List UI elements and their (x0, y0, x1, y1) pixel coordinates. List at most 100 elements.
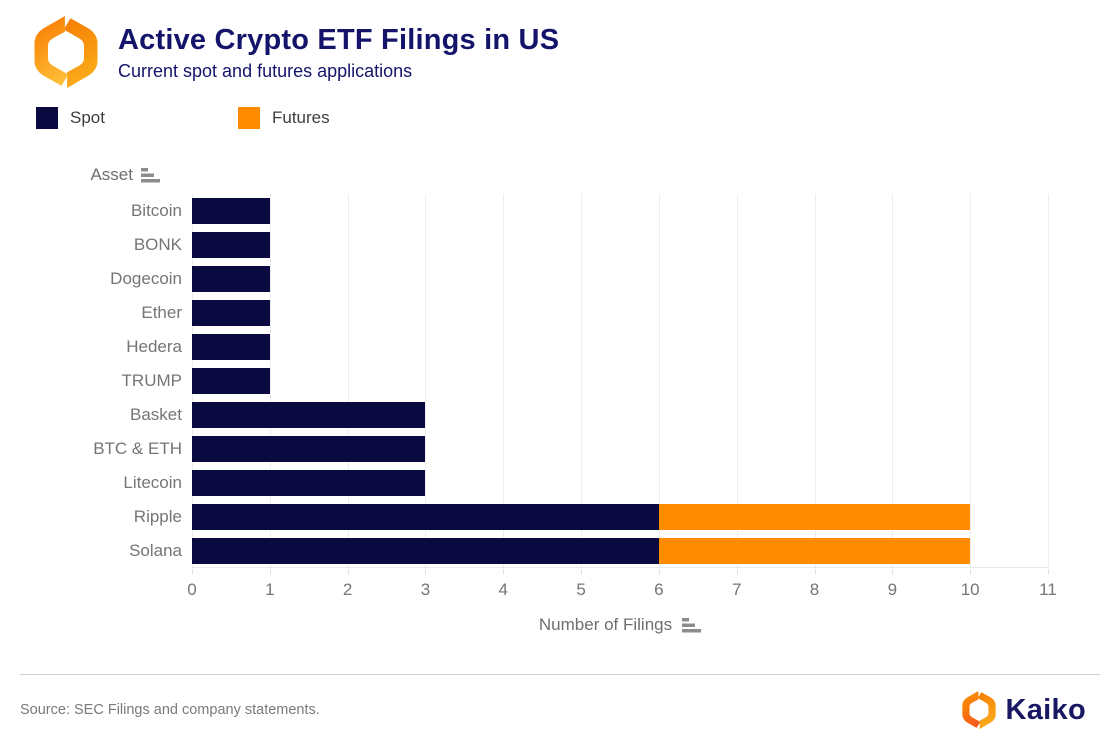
tick-mark (192, 569, 193, 574)
y-axis-label: BONK (133, 235, 182, 254)
tick-mark (425, 569, 427, 574)
x-tick-label: 1 (265, 580, 275, 599)
bar-segment-spot[interactable] (192, 300, 270, 326)
x-tick-label: 4 (498, 580, 508, 599)
chart-row: Dogecoin (0, 262, 1120, 296)
bar-segment-spot[interactable] (192, 402, 426, 428)
y-axis-header: Asset (0, 164, 182, 186)
tick-mark (658, 569, 660, 574)
bar-track (192, 368, 1048, 394)
chart-row: Basket (0, 398, 1120, 432)
kaiko-logo-icon (34, 16, 98, 88)
bar-track (192, 334, 1048, 360)
tick-mark (892, 569, 894, 574)
bar-segment-spot[interactable] (192, 232, 270, 258)
x-tick-label: 5 (576, 580, 586, 599)
sort-bars-icon[interactable] (141, 167, 160, 183)
legend: Spot Futures (36, 106, 1120, 130)
bar-track (192, 232, 1048, 258)
legend-item-futures[interactable]: Futures (237, 107, 330, 129)
x-axis-ticks: 0 1 2 3 4 5 6 7 8 9 10 11 (187, 569, 1057, 600)
x-axis-title: Number of Filings (538, 615, 673, 634)
tick-mark (814, 569, 816, 574)
bar-track (192, 402, 1048, 428)
bar-rows: Bitcoin BONK Dogecoin Ether Hedera TRUMP Baske… (0, 194, 1120, 568)
tick-mark (581, 569, 583, 574)
x-axis-header: Number of Filings (192, 614, 1048, 636)
gridline (1048, 194, 1049, 567)
bar-segment-spot[interactable] (192, 504, 659, 530)
gridline (347, 194, 349, 567)
chart-row: TRUMP (0, 364, 1120, 398)
header: Active Crypto ETF Filings in US Current … (0, 0, 1120, 88)
gridline (970, 194, 972, 567)
legend-label-spot: Spot (70, 108, 105, 127)
y-axis-label: Dogecoin (110, 269, 182, 288)
chart-row: Litecoin (0, 466, 1120, 500)
title-block: Active Crypto ETF Filings in US Current … (118, 16, 559, 82)
y-axis-label: Ripple (133, 507, 182, 526)
x-tick-label: 6 (654, 580, 664, 599)
bar-track (192, 538, 1048, 564)
gridline (892, 194, 894, 567)
x-tick-label: 3 (420, 580, 431, 599)
gridline (425, 194, 427, 567)
bar-segment-futures[interactable] (658, 504, 971, 530)
tick-mark (736, 569, 738, 574)
chart-row: Ripple (0, 500, 1120, 534)
kaiko-logo-icon (961, 691, 996, 729)
bar-track (192, 436, 1048, 462)
x-tick-label: 10 (960, 580, 980, 599)
x-tick-label: 0 (187, 580, 197, 599)
bar-segment-spot[interactable] (192, 436, 426, 462)
y-axis-label: TRUMP (121, 371, 182, 390)
footer-divider (20, 674, 1100, 675)
sort-bars-icon[interactable] (682, 617, 702, 633)
tick-mark (970, 569, 972, 574)
futures-swatch-icon (237, 107, 260, 129)
bar-segment-spot[interactable] (192, 538, 659, 564)
gridlines (192, 194, 1049, 568)
bar-track (192, 266, 1048, 292)
bar-segment-spot[interactable] (192, 368, 270, 394)
y-axis-label: Ether (141, 303, 182, 322)
chart-row: BONK (0, 228, 1120, 262)
gridline (503, 194, 505, 567)
x-tick-label: 11 (1039, 580, 1057, 599)
chart-row: Solana (0, 534, 1120, 568)
gridline (736, 194, 738, 567)
bar-segment-spot[interactable] (192, 266, 270, 292)
plot-area: Bitcoin BONK Dogecoin Ether Hedera TRUMP Baske… (0, 194, 1120, 568)
y-axis-title: Asset (90, 165, 133, 184)
x-tick-label: 8 (809, 580, 820, 599)
tick-mark (269, 569, 271, 574)
chart-row: Ether (0, 296, 1120, 330)
bar-segment-spot[interactable] (192, 198, 270, 224)
y-axis-label: BTC & ETH (93, 439, 182, 458)
bar-track (192, 504, 1048, 530)
tick-mark (1048, 569, 1049, 574)
y-axis-label: Bitcoin (130, 201, 182, 220)
gridline (814, 194, 816, 567)
y-axis-label: Solana (129, 541, 182, 560)
kaiko-brand: Kaiko (960, 691, 1086, 729)
chart-row: Hedera (0, 330, 1120, 364)
y-axis-label: Basket (130, 405, 182, 424)
bar-segment-spot[interactable] (192, 470, 426, 496)
page-title: Active Crypto ETF Filings in US (118, 24, 560, 56)
tick-mark (503, 569, 505, 574)
bar-track (192, 198, 1048, 224)
bar-track (192, 470, 1048, 496)
bar-segment-spot[interactable] (192, 334, 270, 360)
x-tick-label: 7 (731, 580, 742, 599)
page-subtitle: Current spot and futures applications (118, 61, 413, 81)
kaiko-wordmark: Kaiko (1005, 693, 1086, 726)
bar-segment-futures[interactable] (658, 538, 971, 564)
chart-row: BTC & ETH (0, 432, 1120, 466)
footer: Source: SEC Filings and company statemen… (20, 691, 1086, 729)
y-axis-label: Hedera (126, 337, 182, 356)
legend-item-spot[interactable]: Spot (36, 107, 105, 129)
bar-chart: Asset Bitcoin BONK Dogecoin Ether Hedera TRUM… (0, 164, 1120, 636)
legend-label-futures: Futures (271, 108, 330, 127)
chart-row: Bitcoin (0, 194, 1120, 228)
